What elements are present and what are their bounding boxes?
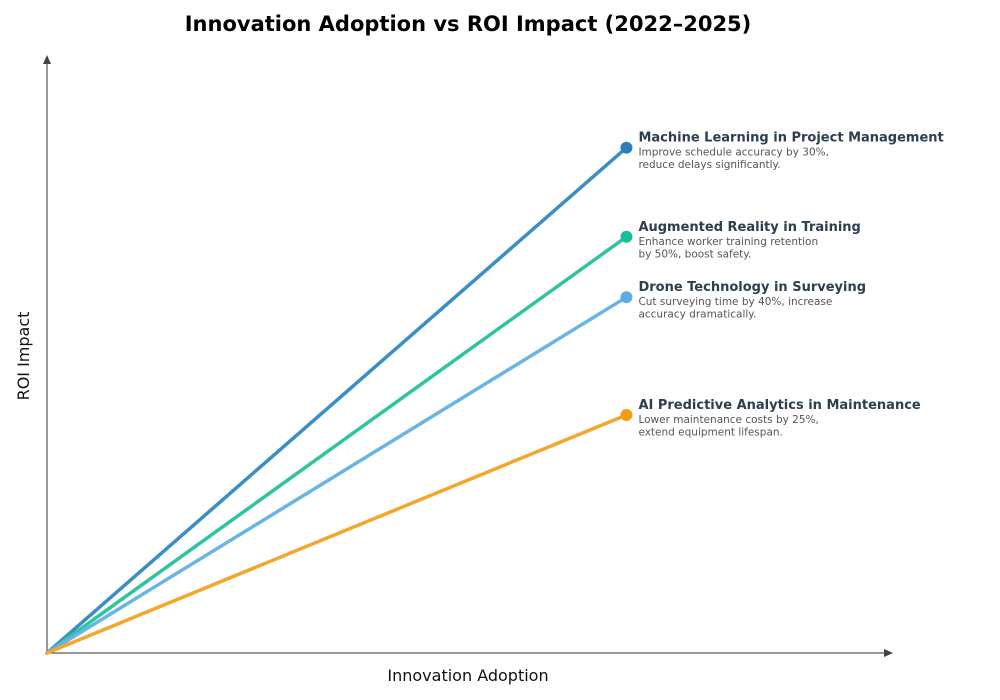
series-label: Machine Learning in Project Management xyxy=(638,131,943,146)
series-end-point xyxy=(620,141,633,154)
y-axis-arrow-icon xyxy=(43,55,51,64)
y-axis-label: ROI Impact xyxy=(14,312,33,401)
series-description: Improve schedule accuracy by 30%, xyxy=(638,147,829,159)
series-end-point xyxy=(620,230,633,243)
x-axis-arrow-icon xyxy=(884,649,893,657)
chart-title: Innovation Adoption vs ROI Impact (2022–… xyxy=(185,12,752,36)
series-description: accuracy dramatically. xyxy=(638,309,756,321)
series-description: Cut surveying time by 40%, increase xyxy=(638,296,832,308)
series-end-point xyxy=(620,408,633,421)
series-line xyxy=(45,295,629,655)
x-axis-label: Innovation Adoption xyxy=(387,666,548,685)
series-description: reduce delays significantly. xyxy=(638,159,780,171)
series-end-point xyxy=(620,291,633,304)
series-0: Machine Learning in Project ManagementIm… xyxy=(45,131,944,655)
series-description: Enhance worker training retention xyxy=(638,236,818,248)
series-3: AI Predictive Analytics in MaintenanceLo… xyxy=(45,398,921,655)
series-label: Drone Technology in Surveying xyxy=(638,280,866,295)
y-axis xyxy=(43,55,51,653)
series-description: by 50%, boost safety. xyxy=(638,248,751,260)
series-label: Augmented Reality in Training xyxy=(638,220,860,235)
series-line xyxy=(45,235,629,655)
series-line xyxy=(45,413,629,655)
series-description: Lower maintenance costs by 25%, xyxy=(638,414,818,426)
series-label: AI Predictive Analytics in Maintenance xyxy=(638,398,920,413)
x-axis xyxy=(47,649,893,657)
series-line xyxy=(45,145,629,655)
series-description: extend equipment lifespan. xyxy=(638,426,782,438)
